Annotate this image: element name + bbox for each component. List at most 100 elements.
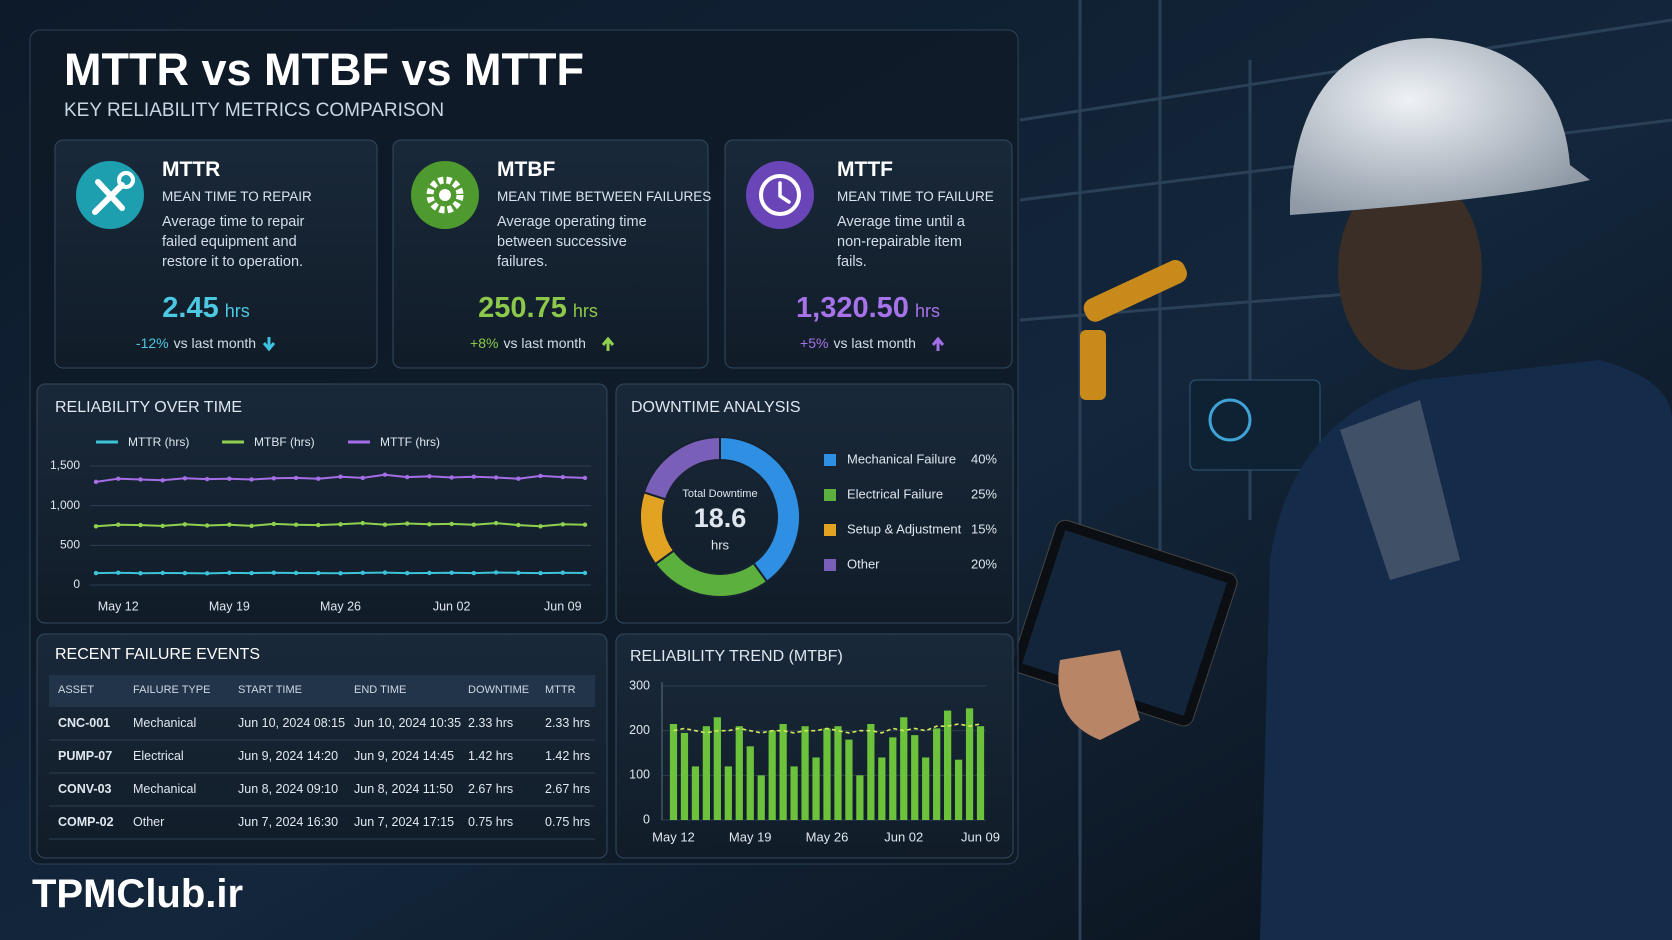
donut-segment: [642, 435, 721, 501]
data-point: [382, 570, 388, 575]
y-tick-label: 1,000: [50, 498, 80, 512]
y-tick-label: 1,500: [50, 458, 80, 472]
card-subtitle: MEAN TIME TO FAILURE: [837, 189, 994, 204]
data-point: [93, 570, 99, 576]
bar: [735, 726, 743, 820]
data-point: [116, 522, 121, 527]
table-cell: Electrical: [133, 749, 184, 763]
column-header: START TIME: [238, 684, 302, 696]
y-tick-label: 0: [73, 577, 80, 591]
bar: [878, 757, 886, 820]
data-point: [316, 476, 321, 481]
x-tick-label: Jun 02: [433, 599, 471, 613]
card-title: MTBF: [497, 158, 556, 181]
data-point: [427, 522, 432, 527]
bar: [944, 710, 952, 820]
data-point: [227, 570, 232, 576]
x-tick-label: May 26: [806, 829, 849, 844]
legend-swatch: [824, 454, 836, 466]
data-point: [471, 522, 477, 527]
reflective-stripe: [1340, 400, 1460, 580]
data-point: [249, 570, 254, 576]
data-point: [227, 476, 232, 481]
data-point: [493, 520, 499, 526]
table-cell: Jun 8, 2024 11:50: [354, 782, 454, 796]
table-cell: 0.75 hrs: [545, 815, 591, 829]
card-subtitle: MEAN TIME BETWEEN FAILURES: [497, 189, 712, 204]
legend-label: MTTR (hrs): [128, 435, 189, 449]
data-point: [560, 522, 565, 527]
legend-swatch: [824, 559, 836, 571]
x-tick-label: Jun 09: [544, 599, 582, 613]
data-point: [471, 474, 477, 479]
bar: [976, 726, 985, 820]
hand: [1058, 650, 1140, 740]
data-point: [160, 570, 165, 576]
table-cell: Mechanical: [133, 782, 197, 796]
data-point: [360, 475, 365, 481]
data-point: [516, 570, 521, 576]
table-title: RECENT FAILURE EVENTS: [55, 646, 261, 663]
legend-label: MTTF (hrs): [380, 435, 440, 449]
table-cell: Jun 9, 2024 14:20: [238, 749, 339, 763]
value-label: 25%: [971, 486, 997, 501]
data-point: [360, 570, 365, 576]
bar: [746, 746, 754, 820]
data-point: [204, 571, 210, 576]
table-cell: Jun 10, 2024 10:35: [354, 716, 462, 730]
data-point: [516, 476, 521, 481]
card-value-row: 2.45 hrs: [162, 292, 249, 325]
bar: [757, 775, 765, 820]
bar: [954, 759, 963, 820]
data-point: [427, 570, 432, 576]
bar: [713, 717, 721, 820]
card-description: Average time until a non-repairable item…: [837, 214, 965, 270]
column-header: MTTR: [545, 684, 576, 696]
monitor-gauge: [1208, 398, 1252, 442]
table-row-lines: [49, 739, 595, 840]
legend-label: Other: [847, 556, 880, 571]
data-point: [138, 522, 143, 528]
card-change: -12%: [135, 335, 169, 351]
legend-label: Setup & Adjustment: [847, 521, 962, 536]
data-point: [493, 570, 499, 575]
x-tick-label: May 19: [729, 829, 772, 844]
data-point: [293, 522, 299, 527]
card-description: Average operating time between successiv…: [497, 214, 647, 270]
data-point: [249, 477, 254, 482]
card-unit: hrs: [224, 301, 250, 321]
bar: [933, 728, 941, 820]
bar: [812, 757, 820, 820]
data-point: [471, 570, 477, 576]
table-cell: Jun 7, 2024 17:15: [354, 815, 455, 829]
donut-segment: [639, 491, 676, 566]
legend-label: Electrical Failure: [847, 486, 943, 501]
y-tick-label: 300: [629, 678, 650, 692]
x-tick-label: May 19: [209, 599, 250, 613]
watermark: TPMClub.ir: [32, 872, 244, 916]
y-tick-label: 500: [60, 538, 80, 552]
column-header: END TIME: [354, 684, 407, 696]
data-point: [560, 474, 565, 480]
data-point: [271, 521, 277, 527]
bar: [889, 737, 897, 820]
data-point: [382, 472, 388, 477]
trend-line: [673, 723, 981, 734]
data-point: [116, 476, 121, 481]
table-cell: 1.42 hrs: [468, 749, 514, 763]
data-point: [582, 522, 588, 527]
bar: [823, 728, 831, 820]
column-header: ASSET: [58, 684, 95, 696]
icon-mttr: [76, 161, 144, 229]
card-change-row: -12% vs last month: [136, 335, 256, 351]
data-point: [316, 570, 321, 576]
card-title: MTTR: [162, 158, 221, 181]
data-point: [249, 523, 254, 529]
value-label: 20%: [971, 556, 997, 571]
column-header: FAILURE TYPE: [133, 684, 211, 696]
data-point: [271, 570, 277, 575]
data-point: [449, 475, 454, 480]
bar: [867, 723, 875, 820]
